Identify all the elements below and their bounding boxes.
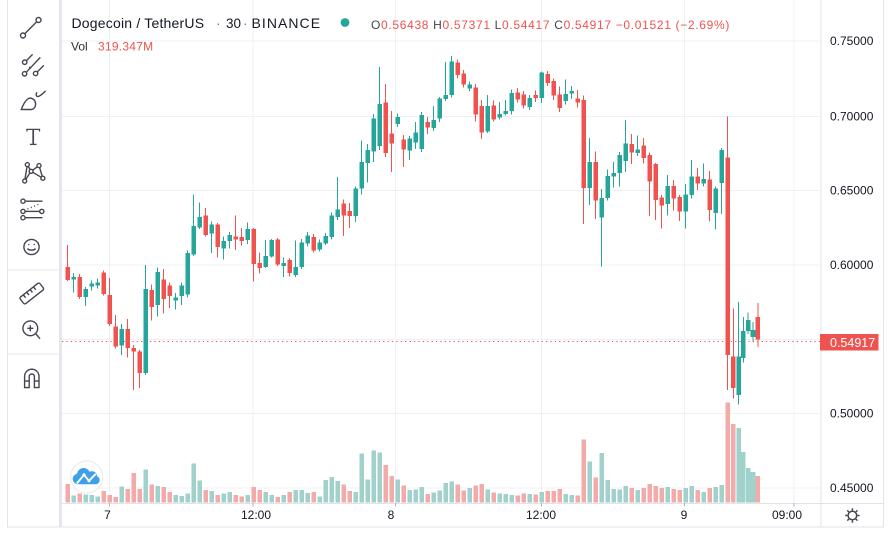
svg-text:Dogecoin / TetherUS: Dogecoin / TetherUS	[72, 15, 205, 31]
svg-text:BINANCE: BINANCE	[252, 15, 322, 31]
svg-text:09:00: 09:00	[772, 508, 802, 522]
svg-text:0.75000: 0.75000	[830, 34, 874, 48]
svg-text:8: 8	[388, 508, 395, 522]
svg-text:319.347M: 319.347M	[98, 40, 153, 54]
svg-text:0.70000: 0.70000	[830, 110, 874, 124]
svg-text:7: 7	[104, 508, 111, 522]
svg-text:O0.56438 H0.57371 L0.54417 C0.: O0.56438 H0.57371 L0.54417 C0.54917 −0.0…	[371, 18, 730, 32]
svg-text:·: ·	[216, 15, 221, 31]
svg-text:9: 9	[681, 508, 688, 522]
svg-text:12:00: 12:00	[241, 508, 271, 522]
svg-text:0.50000: 0.50000	[830, 407, 874, 421]
svg-text:0.45000: 0.45000	[830, 481, 874, 495]
svg-text:30: 30	[226, 16, 241, 31]
svg-text:·: ·	[243, 15, 248, 31]
svg-text:12:00: 12:00	[526, 508, 556, 522]
svg-text:0.60000: 0.60000	[830, 258, 874, 272]
svg-text:0.65000: 0.65000	[830, 184, 874, 198]
svg-text:Vol: Vol	[71, 40, 88, 54]
svg-text:0.54917: 0.54917	[830, 336, 875, 350]
